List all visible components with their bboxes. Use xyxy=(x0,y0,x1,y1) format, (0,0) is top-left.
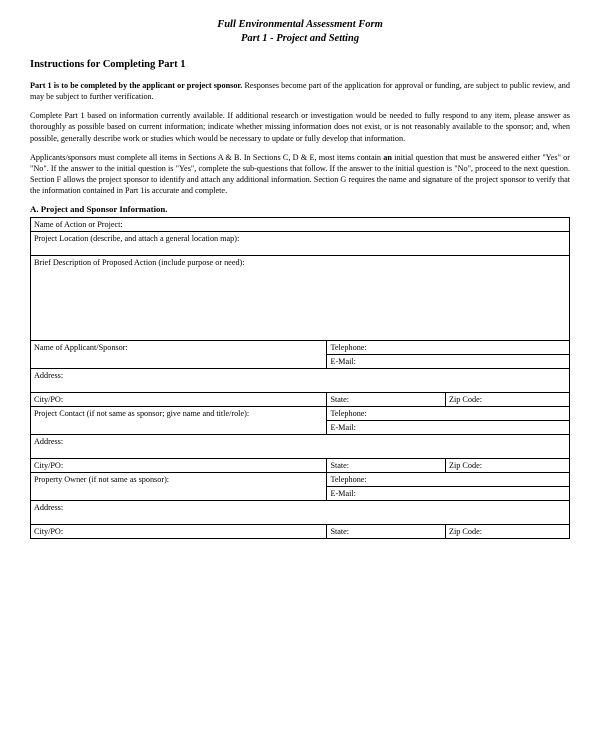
field-contact-city[interactable]: City/PO: xyxy=(31,458,327,472)
paragraph-3: Applicants/sponsors must complete all it… xyxy=(30,152,570,196)
header-line1: Full Environmental Assessment Form xyxy=(30,18,570,32)
field-contact-email[interactable]: E-Mail: xyxy=(327,420,570,434)
field-contact-zip[interactable]: Zip Code: xyxy=(446,458,570,472)
field-applicant-name[interactable]: Name of Applicant/Sponsor: xyxy=(31,340,327,368)
field-owner-address[interactable]: Address: xyxy=(31,500,570,524)
field-applicant-email[interactable]: E-Mail: xyxy=(327,354,570,368)
field-contact-address[interactable]: Address: xyxy=(31,434,570,458)
field-owner-telephone[interactable]: Telephone: xyxy=(327,472,570,486)
form-header: Full Environmental Assessment Form Part … xyxy=(30,18,570,45)
field-contact-telephone[interactable]: Telephone: xyxy=(327,406,570,420)
field-owner-email[interactable]: E-Mail: xyxy=(327,486,570,500)
field-applicant-telephone[interactable]: Telephone: xyxy=(327,340,570,354)
header-line2: Part 1 - Project and Setting xyxy=(30,32,570,46)
section-a-title: A. Project and Sponsor Information. xyxy=(30,204,570,214)
paragraph-2: Complete Part 1 based on information cur… xyxy=(30,110,570,143)
field-applicant-state[interactable]: State: xyxy=(327,392,446,406)
field-project-location[interactable]: Project Location (describe, and attach a… xyxy=(31,231,570,255)
para1-bold: Part 1 is to be completed by the applica… xyxy=(30,81,242,90)
field-action-name[interactable]: Name of Action or Project: xyxy=(31,217,570,231)
field-owner-city[interactable]: City/PO: xyxy=(31,524,327,538)
field-applicant-city[interactable]: City/PO: xyxy=(31,392,327,406)
paragraph-1: Part 1 is to be completed by the applica… xyxy=(30,80,570,102)
field-owner-state[interactable]: State: xyxy=(327,524,446,538)
field-brief-description[interactable]: Brief Description of Proposed Action (in… xyxy=(31,255,570,340)
field-applicant-address[interactable]: Address: xyxy=(31,368,570,392)
instructions-title: Instructions for Completing Part 1 xyxy=(30,59,570,70)
field-project-contact[interactable]: Project Contact (if not same as sponsor;… xyxy=(31,406,327,434)
field-contact-state[interactable]: State: xyxy=(327,458,446,472)
field-property-owner[interactable]: Property Owner (if not same as sponsor): xyxy=(31,472,327,500)
field-owner-zip[interactable]: Zip Code: xyxy=(446,524,570,538)
field-applicant-zip[interactable]: Zip Code: xyxy=(446,392,570,406)
project-info-table: Name of Action or Project: Project Locat… xyxy=(30,217,570,539)
